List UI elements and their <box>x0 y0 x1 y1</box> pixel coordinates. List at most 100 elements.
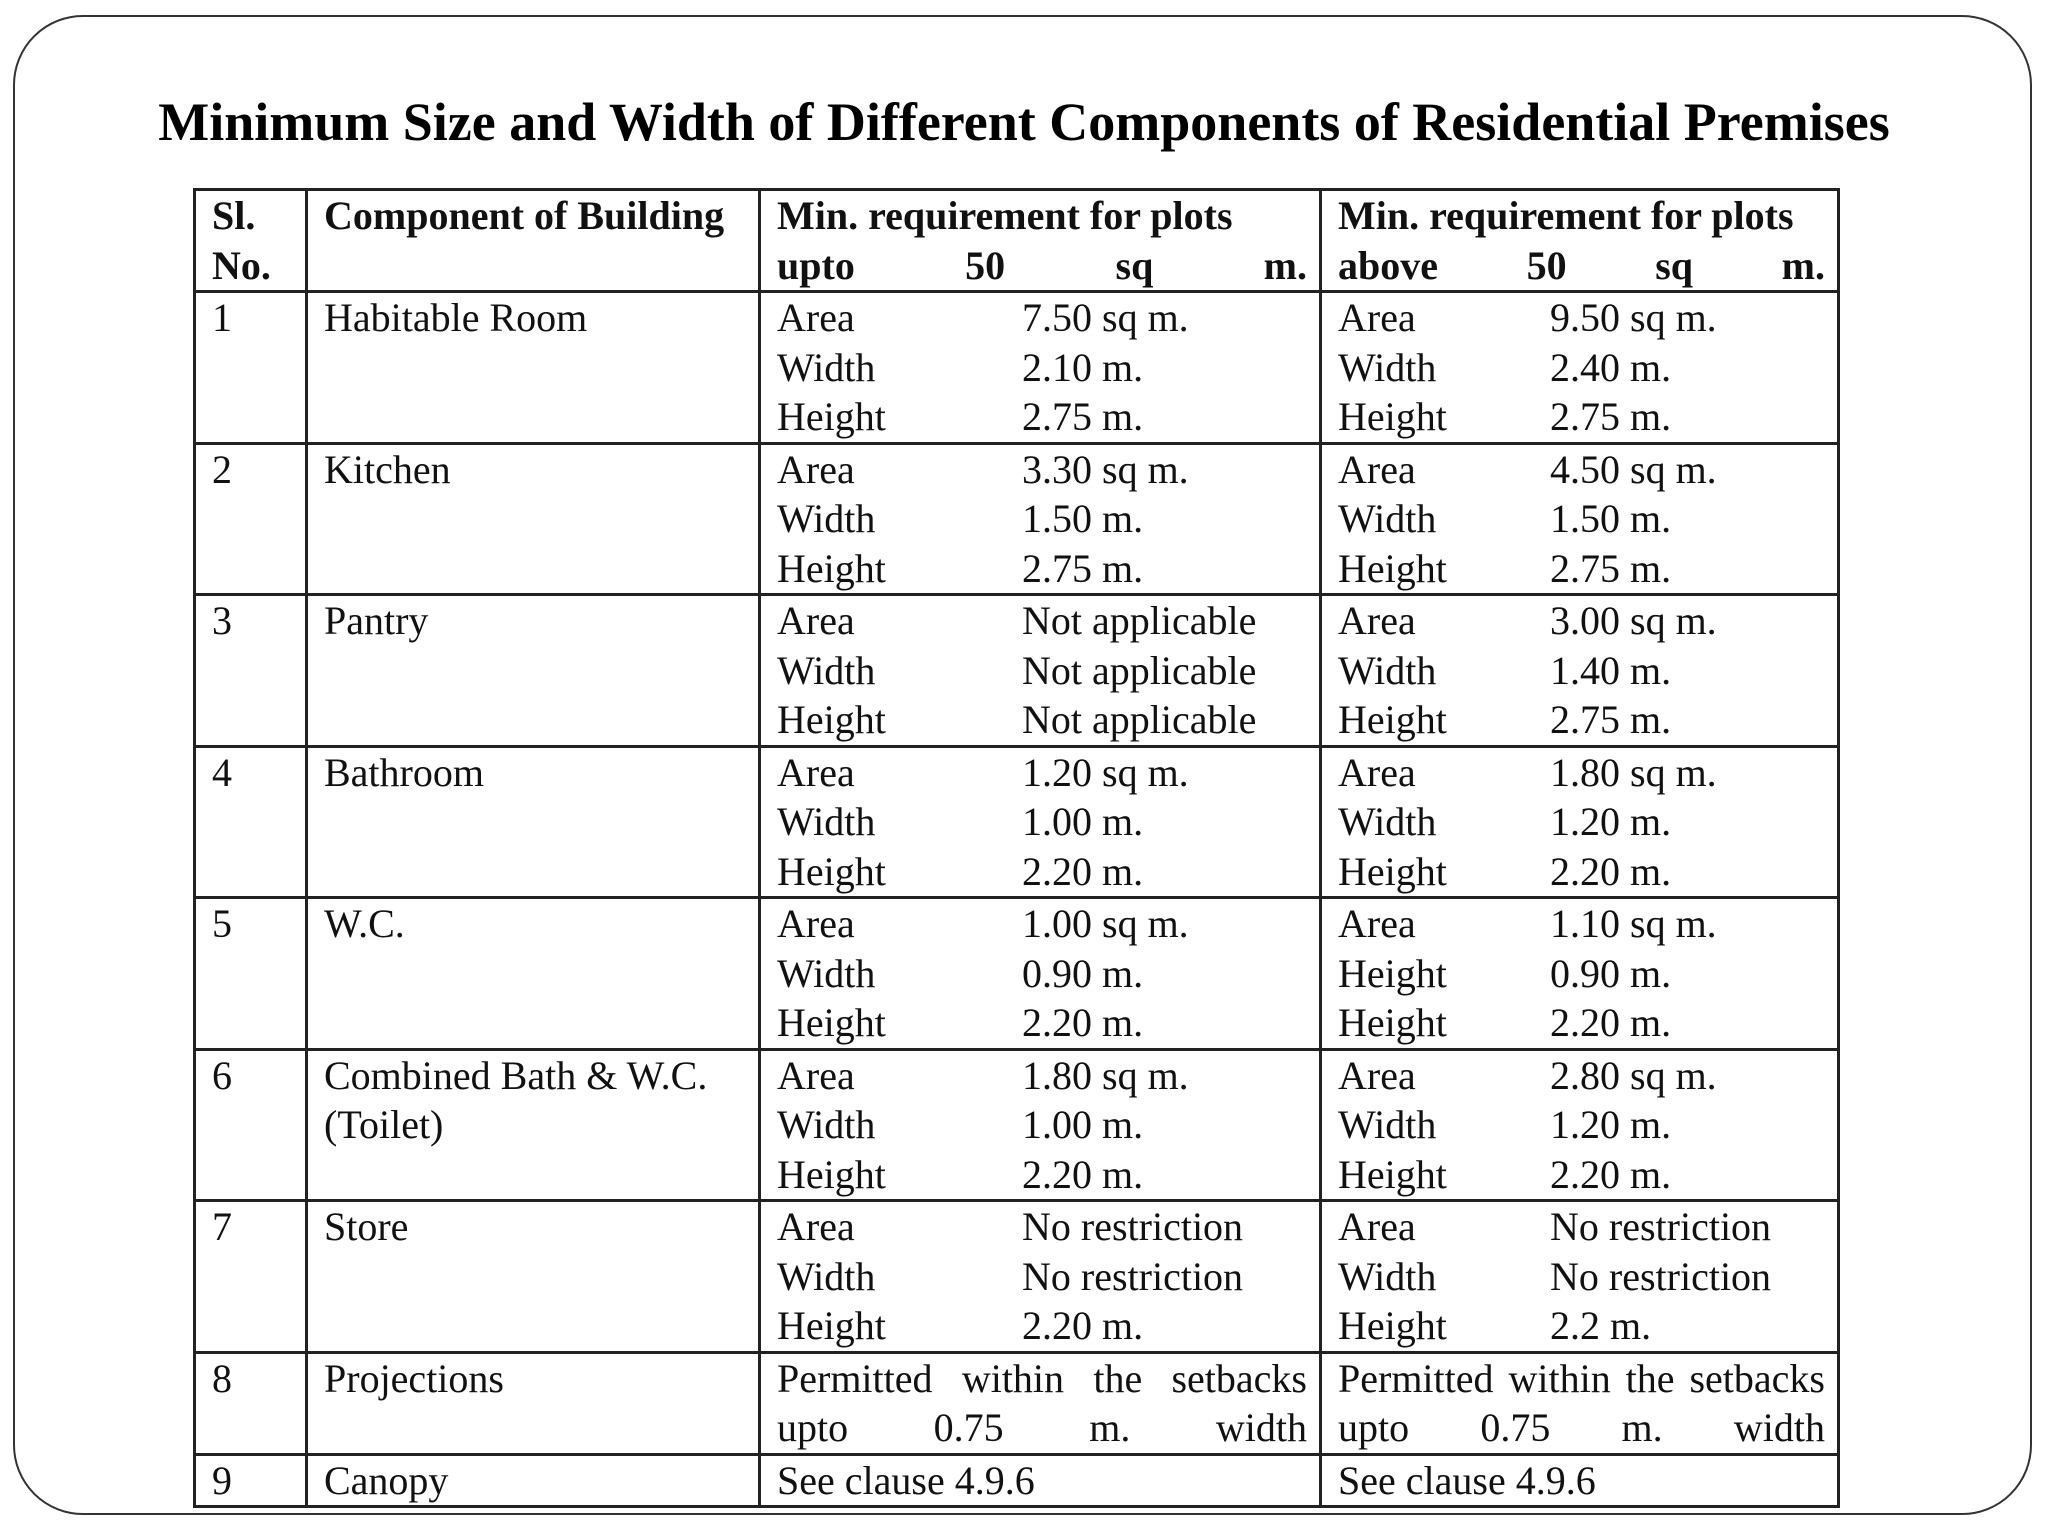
spec-label: Area <box>777 1052 855 1098</box>
spec-value: 1.50 m. <box>1550 496 1672 541</box>
spec-value: 3.00 sq m. <box>1550 598 1717 643</box>
spec-value: 1.00 m. <box>1022 799 1144 844</box>
spec-label: Area <box>1338 1204 1416 1249</box>
cell-component: Canopy <box>305 1452 761 1508</box>
cell-above-50: Area 2.80 sq m. Width 1.20 m. Height 2.20 m. <box>1319 1047 1840 1202</box>
spec-label: Height <box>1338 848 1447 894</box>
spec-list: Area Not applicable Width Not applicable Hei… <box>777 596 1307 745</box>
spec-list: Area 7.50 sq m. Width 2.10 m. Height 2.75 m. <box>777 293 1307 442</box>
cell-upto-50: Area 1.20 sq m. Width 1.00 m. Height 2.20 m. <box>758 744 1322 899</box>
spec-value: 1.50 m. <box>1022 496 1144 541</box>
spec-value: 2.2 m. <box>1550 1303 1652 1348</box>
spec-label: Width <box>1338 1253 1437 1299</box>
spec-value: 2.20 m. <box>1022 1303 1144 1348</box>
spec-value: 1.20 m. <box>1550 799 1672 844</box>
cell-sl-no: 8 <box>193 1350 308 1456</box>
spec-list: Area 3.30 sq m. Width 1.50 m. Height 2.75 m. <box>777 445 1307 594</box>
spec-text: See clause 4.9.6 <box>777 1457 1035 1503</box>
spec-label: Area <box>1338 1052 1416 1098</box>
spec-value: 2.75 m. <box>1550 697 1672 742</box>
cell-above-50: Permitted within the setbacks upto 0.75 … <box>1319 1350 1840 1456</box>
spec-value: 1.20 m. <box>1550 1102 1672 1147</box>
header-upto-50: Min. requirement for plots upto 50 sq m. <box>758 188 1322 293</box>
cell-sl-no: 3 <box>193 593 308 748</box>
cell-component: Store <box>305 1199 761 1354</box>
cell-upto-50: Area Not applicable Width Not applicable Hei… <box>758 593 1322 748</box>
spec-label: Width <box>1338 799 1437 844</box>
spec-text: Permitted within the setbacks upto 0.75 … <box>777 1355 1307 1451</box>
spec-label: Area <box>777 749 855 795</box>
cell-sl-no: 9 <box>193 1452 308 1508</box>
cell-upto-50: Area 7.50 sq m. Width 2.10 m. Height 2.75 m. <box>758 290 1322 445</box>
spec-label: Width <box>1338 647 1437 693</box>
spec-text: See clause 4.9.6 <box>1338 1457 1596 1503</box>
cell-component: Kitchen <box>305 441 761 596</box>
spec-label: Height <box>777 697 886 742</box>
cell-sl-no: 2 <box>193 441 308 596</box>
spec-value: Not applicable <box>1022 598 1257 643</box>
cell-above-50: Area 3.00 sq m. Width 1.40 m. Height 2.75 m. <box>1319 593 1840 748</box>
spec-value: 2.80 sq m. <box>1550 1052 1717 1098</box>
spec-value: No restriction <box>1550 1204 1772 1249</box>
spec-label: Width <box>777 496 876 541</box>
spec-value: No restriction <box>1550 1253 1772 1299</box>
spec-value: 1.80 sq m. <box>1550 749 1717 795</box>
cell-upto-50: Permitted within the setbacks upto 0.75 … <box>758 1350 1322 1456</box>
cell-sl-no: 6 <box>193 1047 308 1202</box>
spec-value: 1.80 sq m. <box>1022 1052 1189 1098</box>
table-header-row: Sl. No. Component of Building Min. requi… <box>193 188 1840 293</box>
spec-label: Area <box>1338 749 1416 795</box>
spec-list: Area 1.80 sq m. Width 1.20 m. Height 2.20 m. <box>1338 748 1825 897</box>
cell-component: Pantry <box>305 593 761 748</box>
spec-list: Area No restriction Width No restriction Hei… <box>777 1202 1307 1351</box>
table-row: 7 Store Area No restriction Width No restrict… <box>193 1199 1840 1354</box>
requirements-table: Sl. No. Component of Building Min. requi… <box>193 188 1840 1508</box>
spec-label: Width <box>1338 496 1437 541</box>
spec-value: 2.75 m. <box>1550 545 1672 591</box>
spec-value: 2.75 m. <box>1022 394 1144 439</box>
cell-above-50: See clause 4.9.6 <box>1319 1452 1840 1508</box>
header-above-50: Min. requirement for plots above 50 sq m… <box>1319 188 1840 293</box>
cell-upto-50: See clause 4.9.6 <box>758 1452 1322 1508</box>
spec-label: Height <box>1338 950 1447 996</box>
cell-upto-50: Area No restriction Width No restriction Hei… <box>758 1199 1322 1354</box>
spec-value: 9.50 sq m. <box>1550 295 1717 340</box>
cell-component: Projections <box>305 1350 761 1456</box>
spec-value: 0.90 m. <box>1022 950 1144 996</box>
spec-value: 7.50 sq m. <box>1022 295 1189 340</box>
spec-label: Height <box>1338 1151 1447 1197</box>
spec-text: Permitted within the setbacks upto 0.75 … <box>1338 1355 1825 1451</box>
spec-label: Width <box>777 799 876 844</box>
spec-value: 2.75 m. <box>1550 394 1672 439</box>
spec-label: Height <box>777 394 886 439</box>
spec-value: 2.20 m. <box>1550 1151 1672 1197</box>
spec-list: Area 9.50 sq m. Width 2.40 m. Height 2.75 m. <box>1338 293 1825 442</box>
spec-label: Width <box>1338 344 1437 390</box>
spec-value: 2.75 m. <box>1022 545 1144 591</box>
table-body: 1 Habitable Room Area 7.50 sq m. Width 2.10 m… <box>193 290 1840 1508</box>
spec-value: Not applicable <box>1022 697 1257 742</box>
spec-label: Height <box>777 545 886 591</box>
cell-sl-no: 1 <box>193 290 308 445</box>
cell-component: Habitable Room <box>305 290 761 445</box>
cell-upto-50: Area 1.00 sq m. Width 0.90 m. Height 2.20 m. <box>758 896 1322 1051</box>
cell-component: Bathroom <box>305 744 761 899</box>
spec-list: Area No restriction Width No restriction Hei… <box>1338 1202 1825 1351</box>
spec-value: 2.40 m. <box>1550 344 1672 390</box>
spec-value: 2.20 m. <box>1550 848 1672 894</box>
table-row: 5 W.C. Area 1.00 sq m. Width 0.90 m. Height 2.2… <box>193 896 1840 1051</box>
spec-value: 0.90 m. <box>1550 950 1672 996</box>
spec-value: 1.40 m. <box>1550 647 1672 693</box>
spec-value: Not applicable <box>1022 647 1257 693</box>
page-title: Minimum Size and Width of Different Comp… <box>158 92 1890 152</box>
spec-label: Area <box>1338 446 1416 492</box>
spec-label: Height <box>1338 1303 1447 1348</box>
table-row: 6 Combined Bath & W.C. (Toilet) Area 1.80 s… <box>193 1047 1840 1202</box>
spec-list: Area 4.50 sq m. Width 1.50 m. Height 2.75 m. <box>1338 445 1825 594</box>
spec-list: Area 1.00 sq m. Width 0.90 m. Height 2.20 m. <box>777 899 1307 1048</box>
table-row: 3 Pantry Area Not applicable Width Not applic… <box>193 593 1840 748</box>
table-row: 8 Projections Permitted within the setback… <box>193 1350 1840 1456</box>
cell-upto-50: Area 1.80 sq m. Width 1.00 m. Height 2.20 m. <box>758 1047 1322 1202</box>
cell-above-50: Area 1.80 sq m. Width 1.20 m. Height 2.20 m. <box>1319 744 1840 899</box>
spec-label: Area <box>1338 295 1416 340</box>
